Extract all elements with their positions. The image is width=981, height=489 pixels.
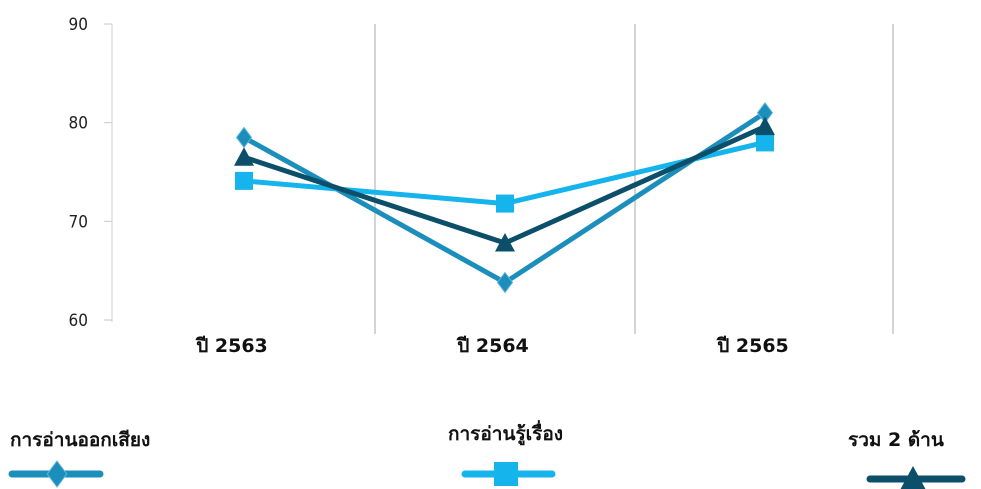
legend-item-2: การอ่านรู้เรื่อง (448, 420, 563, 486)
series-layer (234, 101, 775, 294)
legend-label-1: การอ่านออกเสียง (10, 429, 150, 451)
legend-marker-3 (900, 466, 926, 489)
y-tick-label-70: 70 (69, 212, 88, 232)
grid-lines (374, 24, 894, 334)
legend-label-3: รวม 2 ด้าน (848, 429, 944, 451)
series-2-point-1 (235, 171, 253, 190)
y-axis: 60 70 80 90 (69, 15, 113, 331)
series-1-point-2 (496, 271, 514, 294)
series-3-point-2 (495, 233, 515, 252)
series-3-point-1 (234, 147, 254, 166)
series-3 (234, 116, 775, 252)
legend-marker-1 (46, 460, 68, 488)
series-3-line (241, 124, 768, 246)
legend-marker-2 (494, 462, 518, 486)
series-2-line (241, 139, 768, 207)
x-tick-label-3: ปี 2565 (716, 335, 788, 357)
y-tick-label-60: 60 (69, 311, 88, 331)
series-1-point-1 (235, 126, 253, 149)
series-2 (235, 133, 774, 213)
x-tick-label-2: ปี 2564 (456, 335, 528, 357)
x-tick-label-1: ปี 2563 (195, 335, 267, 357)
x-axis-labels: ปี 2563 ปี 2564 ปี 2565 (195, 335, 788, 357)
legend-item-3: รวม 2 ด้าน (848, 429, 966, 489)
series-2-point-3 (756, 133, 774, 152)
series-2-point-2 (496, 194, 514, 213)
legend: การอ่านออกเสียง การอ่านรู้เรื่อง รวม 2 ด้า… (8, 420, 966, 489)
y-tick-label-80: 80 (69, 114, 88, 134)
legend-item-1: การอ่านออกเสียง (8, 429, 150, 488)
y-tick-label-90: 90 (69, 15, 88, 35)
legend-label-2: การอ่านรู้เรื่อง (448, 420, 563, 446)
series-3-point-3 (755, 116, 775, 136)
